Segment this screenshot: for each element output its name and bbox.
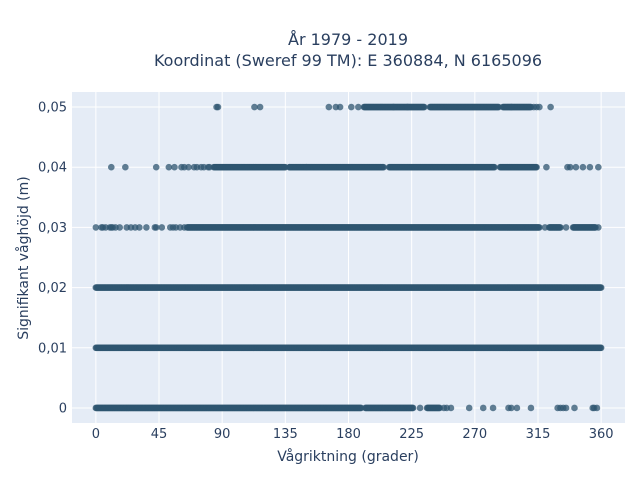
data-point [562, 224, 570, 231]
x-tick-label: 225 [399, 427, 424, 442]
data-point [92, 224, 100, 231]
data-point [586, 163, 594, 171]
data-point [527, 404, 535, 412]
y-tick-label: 0,02 [38, 281, 67, 296]
y-tick-labels: 0 0,01 0,02 0,03 0,04 0,05 [38, 101, 67, 417]
data-point [593, 404, 601, 412]
data-points [92, 103, 605, 412]
data-point [348, 103, 355, 111]
y-tick-label: 0,05 [38, 101, 67, 116]
data-point [571, 404, 578, 412]
data-point [286, 163, 293, 171]
data-point [508, 103, 515, 111]
data-point [597, 284, 605, 291]
data-point [180, 224, 188, 231]
data-point [597, 344, 605, 352]
data-point [404, 103, 411, 111]
x-tick-label: 0 [92, 427, 100, 442]
data-point [536, 103, 543, 111]
data-point [409, 404, 417, 412]
data-point [541, 224, 549, 231]
data-point [325, 103, 333, 111]
data-point [152, 163, 160, 171]
y-axis-label: Signifikant våghöjd (m) [15, 176, 32, 339]
data-point [251, 103, 258, 111]
data-point [171, 163, 178, 171]
data-point [579, 163, 587, 171]
data-point [303, 163, 310, 171]
data-point [256, 103, 264, 111]
x-tick-label: 270 [462, 427, 487, 442]
data-point [116, 224, 124, 231]
data-point [107, 163, 115, 171]
data-point [547, 103, 554, 111]
data-point [562, 404, 570, 412]
data-point [136, 224, 143, 231]
y-tick-label: 0,01 [38, 341, 67, 356]
x-tick-label: 45 [151, 427, 168, 442]
data-point [206, 163, 213, 171]
data-point [513, 404, 521, 412]
data-point [355, 103, 362, 111]
data-point [491, 163, 498, 171]
chart-title: År 1979 - 2019 [288, 30, 408, 49]
x-tick-label: 315 [526, 427, 551, 442]
data-point [214, 103, 222, 111]
data-point [420, 103, 428, 111]
y-tick-label: 0,03 [38, 221, 67, 236]
x-tick-label: 180 [336, 427, 361, 442]
x-tick-labels: 0 45 90 135 180 225 270 315 360 [92, 427, 614, 442]
data-point [447, 404, 455, 412]
data-point [536, 224, 543, 231]
data-point [543, 163, 550, 171]
data-point [165, 163, 173, 171]
data-point [416, 404, 424, 412]
data-point [595, 224, 602, 231]
data-point [185, 163, 192, 171]
y-tick-label: 0 [59, 401, 67, 416]
data-point [489, 404, 497, 412]
chart-subtitle: Koordinat (Sweref 99 TM): E 360884, N 61… [154, 51, 542, 70]
data-point [390, 103, 397, 111]
data-point [336, 103, 344, 111]
x-tick-label: 135 [273, 427, 298, 442]
data-point [566, 163, 574, 171]
data-point [557, 224, 564, 231]
data-point [380, 163, 387, 171]
data-point [152, 224, 160, 231]
data-point [122, 163, 129, 171]
x-tick-label: 90 [214, 427, 231, 442]
data-point [158, 224, 166, 231]
x-axis-label: Vågriktning (grader) [277, 448, 419, 465]
data-point [595, 163, 602, 171]
data-point [533, 163, 540, 171]
y-tick-label: 0,04 [38, 161, 67, 176]
data-point [143, 224, 150, 231]
data-point [479, 404, 487, 412]
data-point [465, 404, 473, 412]
data-point [508, 404, 515, 412]
data-point [572, 163, 580, 171]
x-tick-label: 360 [589, 427, 614, 442]
